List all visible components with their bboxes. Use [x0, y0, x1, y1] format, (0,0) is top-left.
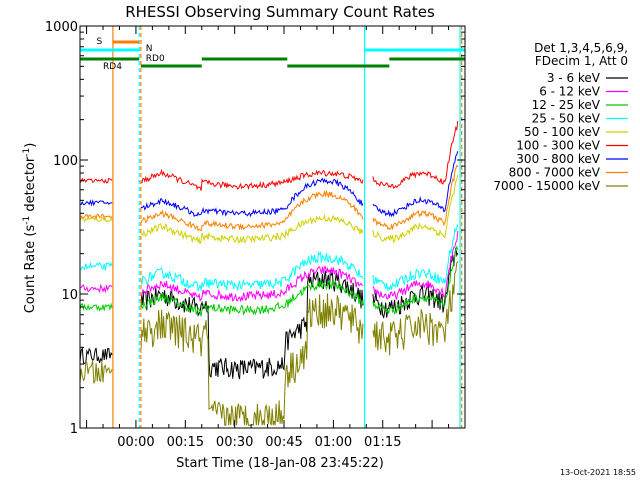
x-axis-label: Start Time (18-Jan-08 23:45:22): [176, 456, 384, 471]
series-2-main: [140, 279, 364, 317]
legend-label-6: 300 - 800 keV: [516, 152, 600, 166]
y-tick-label-0: 1: [70, 422, 78, 437]
series-7-main: [140, 189, 364, 232]
legend-label-5: 100 - 300 keV: [516, 139, 600, 153]
series-5-main: [140, 168, 364, 191]
legend-label-3: 25 - 50 keV: [532, 112, 601, 126]
x-tick-label-2: 00:30: [216, 435, 253, 450]
series-6-pre: [79, 199, 113, 207]
y-axis-label: Count Rate (s-1 detector-1): [22, 143, 38, 314]
legend-label-7: 800 - 7000 keV: [509, 166, 601, 180]
axes: 1 10 100 1000 00:00 00:15 00:30 00:45 01:00 01:15: [45, 20, 466, 450]
legend-label-4: 50 - 100 keV: [524, 125, 601, 139]
x-tick-label-1: 00:15: [167, 435, 204, 450]
series-8-post: [372, 261, 459, 356]
chart-title: RHESSI Observing Summary Count Rates: [125, 3, 435, 21]
y-tick-label-2: 100: [53, 154, 78, 169]
series-3-main: [140, 251, 364, 291]
series-1-main: [140, 266, 364, 303]
y-tick-label-1: 10: [61, 288, 78, 303]
timestamp: 13-Oct-2021 18:55: [560, 468, 636, 477]
series-2-post: [372, 245, 459, 316]
legend-label-0: 3 - 6 keV: [547, 71, 601, 85]
series-4-post: [372, 174, 459, 244]
series-8-pre: [79, 360, 113, 384]
series-8-main: [140, 293, 364, 427]
flag-label-n: N: [146, 44, 153, 54]
series-5-pre: [79, 177, 113, 184]
series-5-post: [372, 120, 459, 189]
series-1-pre: [79, 283, 113, 294]
series-6-main: [140, 177, 364, 218]
x-tick-label-3: 00:45: [265, 435, 302, 450]
flag-label-rd0: RD0: [146, 54, 165, 64]
legend-label-1: 6 - 12 keV: [539, 85, 601, 99]
series-3-pre: [79, 261, 113, 271]
series-4-main: [140, 213, 364, 245]
series-1-post: [372, 230, 459, 300]
series-2-pre: [79, 302, 113, 312]
x-tick-label-0: 00:00: [117, 435, 154, 450]
flag-label-rd4: RD4: [103, 62, 122, 72]
series-7-pre: [79, 213, 113, 221]
legend-label-8: 7000 - 15000 keV: [493, 179, 600, 193]
legend-label-2: 12 - 25 keV: [532, 98, 601, 112]
series-0-post: [372, 247, 459, 319]
series-6-post: [372, 151, 459, 218]
flag-label-s: S: [96, 37, 102, 47]
x-tick-label-4: 01:00: [315, 435, 352, 450]
legend: Det 1,3,4,5,6,9,FDecim 1, Att 0 3 - 6 keV…: [493, 41, 628, 193]
x-tick-label-5: 01:15: [364, 435, 401, 450]
legend-header-0: Det 1,3,4,5,6,9,: [534, 41, 628, 55]
plot-frame: [79, 25, 466, 429]
legend-header-1: FDecim 1, Att 0: [535, 54, 628, 68]
series-3-post: [372, 224, 459, 292]
y-tick-label-3: 1000: [45, 20, 78, 35]
series-7-post: [372, 164, 459, 231]
